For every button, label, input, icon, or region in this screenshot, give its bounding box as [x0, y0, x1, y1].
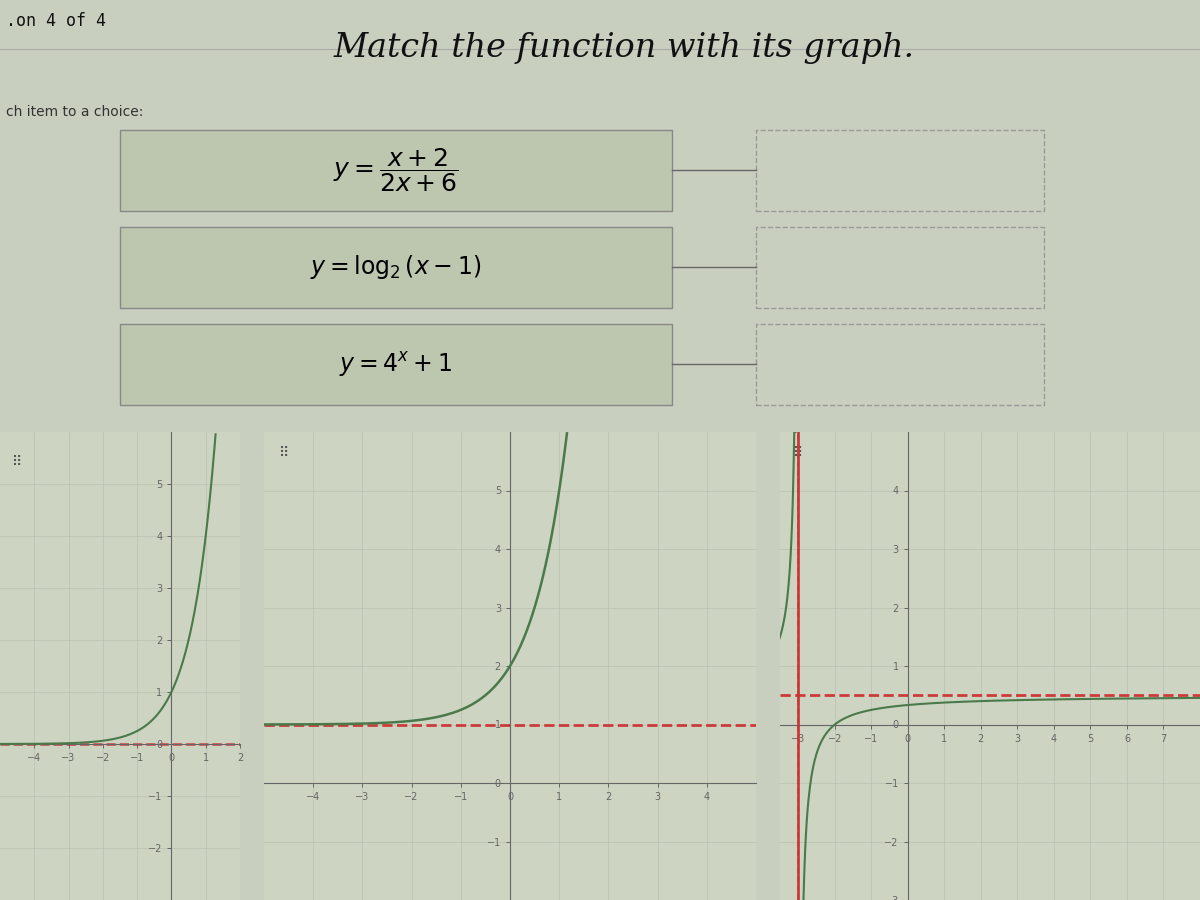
Text: $y = \dfrac{x + 2}{2x + 6}$: $y = \dfrac{x + 2}{2x + 6}$: [334, 146, 458, 194]
FancyBboxPatch shape: [120, 227, 672, 308]
Text: $y = \log_2(x - 1)$: $y = \log_2(x - 1)$: [311, 253, 481, 282]
Text: .on 4 of 4: .on 4 of 4: [6, 13, 106, 31]
Text: ⠿: ⠿: [793, 446, 803, 460]
FancyBboxPatch shape: [120, 324, 672, 405]
Text: ch item to a choice:: ch item to a choice:: [6, 105, 143, 120]
Text: ⠿: ⠿: [278, 446, 289, 460]
Text: Match the function with its graph.: Match the function with its graph.: [334, 32, 914, 65]
FancyBboxPatch shape: [120, 130, 672, 211]
Text: ⠿: ⠿: [12, 455, 22, 470]
Text: $y = 4^x + 1$: $y = 4^x + 1$: [340, 350, 452, 379]
